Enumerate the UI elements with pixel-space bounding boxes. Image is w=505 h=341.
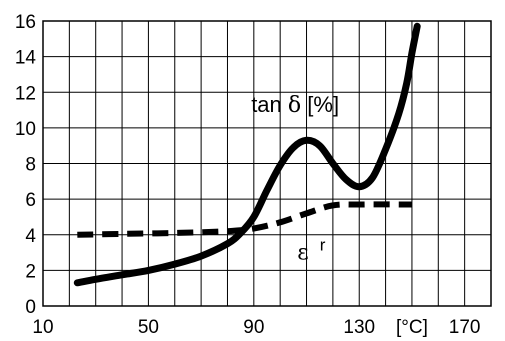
series-line-epsilon-r: [77, 201, 412, 238]
grid-horizontal-lines: [43, 56, 491, 271]
x-tick-label-130: 130: [343, 317, 375, 338]
plot-frame: [42, 20, 492, 307]
x-tick-label-10: 10: [32, 317, 53, 338]
y-tick-label-12: 12: [15, 83, 36, 104]
series-layer: [73, 22, 421, 287]
tan-label-delta-symbol: δ: [288, 93, 301, 118]
y-tick-label-8: 8: [25, 155, 36, 176]
y-tick-label-4: 4: [25, 226, 36, 247]
y-tick-label-14: 14: [15, 48, 37, 69]
y-tick-labels: 0 2 4 6 8 10 12 14 16: [15, 12, 37, 318]
y-tick-label-10: 10: [15, 119, 36, 140]
epsilon-r-series-label: ε r: [297, 236, 325, 266]
x-tick-label-170: 170: [449, 317, 481, 338]
x-tick-label-90: 90: [243, 317, 264, 338]
series-line-tan-delta: [73, 22, 421, 287]
epsilon-symbol: ε: [297, 241, 308, 266]
tan-delta-series-label: tan δ [%]: [251, 92, 339, 118]
tan-label-main: tan: [251, 92, 288, 117]
tan-label-suffix: [%]: [307, 92, 339, 117]
y-tick-label-2: 2: [25, 261, 36, 282]
y-tick-label-0: 0: [25, 297, 36, 318]
y-tick-label-16: 16: [15, 12, 36, 33]
epsilon-superscript-r: r: [320, 236, 326, 255]
y-tick-label-6: 6: [25, 190, 36, 211]
x-tick-label-50: 50: [138, 317, 159, 338]
x-tick-labels: 10 50 90 130 170: [32, 317, 480, 338]
x-unit-label: [°C]: [396, 317, 428, 338]
